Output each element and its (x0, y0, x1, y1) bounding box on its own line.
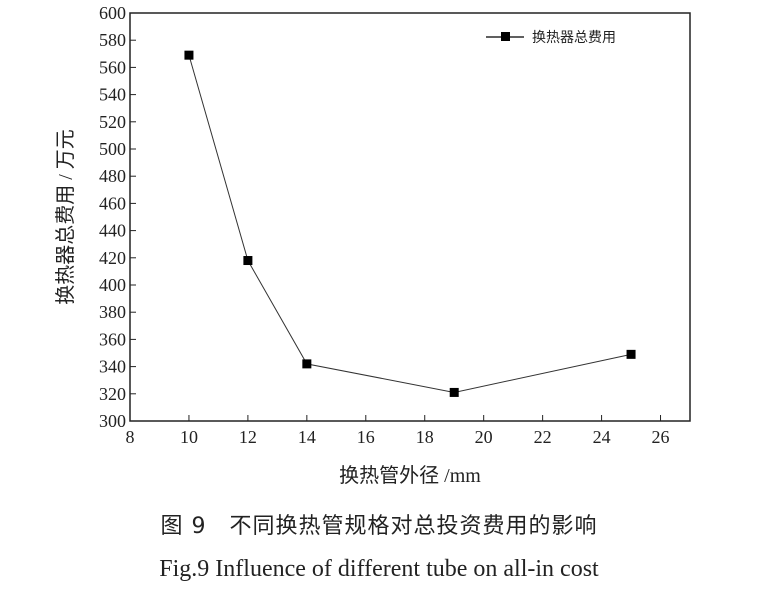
x-axis-label: 换热管外径 /mm (339, 464, 481, 487)
y-tick-label: 540 (99, 85, 126, 105)
y-tick-label: 400 (99, 275, 126, 295)
y-tick-label: 480 (99, 166, 126, 186)
x-tick-label: 18 (416, 427, 434, 447)
x-tick-label: 22 (534, 427, 552, 447)
y-tick-label: 360 (99, 329, 126, 349)
x-tick-label: 24 (593, 427, 611, 447)
x-tick-label: 10 (180, 427, 198, 447)
y-tick-label: 460 (99, 193, 126, 213)
data-point (184, 50, 194, 60)
data-point (243, 256, 253, 266)
legend-label: 换热器总费用 (532, 29, 616, 46)
caption-en: Fig.9 Influence of different tube on all… (159, 556, 599, 582)
y-tick-label: 560 (99, 57, 126, 77)
y-tick-label: 380 (99, 302, 126, 322)
legend: 换热器总费用 (486, 29, 616, 46)
y-tick-label: 580 (99, 30, 126, 50)
x-tick-label: 20 (475, 427, 493, 447)
x-tick-label: 26 (652, 427, 670, 447)
y-axis-label: 换热器总费用 / 万元 (54, 129, 77, 305)
y-tick-label: 300 (99, 411, 126, 431)
y-tick-label: 440 (99, 221, 126, 241)
data-point (449, 387, 459, 397)
x-tick-label: 8 (126, 427, 135, 447)
data-point (626, 349, 636, 359)
line-chart: 8 10 12 14 16 18 20 22 24 26 300 320 340 360 380 400 420… (54, 3, 691, 487)
plot-frame (129, 12, 691, 422)
y-tick-label: 600 (99, 3, 126, 23)
y-tick-label: 420 (99, 248, 126, 268)
legend-marker (501, 32, 510, 41)
x-tick-label: 12 (239, 427, 257, 447)
series-line (188, 55, 632, 393)
y-tick-label: 320 (99, 384, 126, 404)
data-point (302, 359, 312, 369)
y-tick-label: 500 (99, 139, 126, 159)
y-tick-label: 520 (99, 112, 126, 132)
x-tick-label: 14 (298, 427, 316, 447)
x-tick-label: 16 (357, 427, 375, 447)
caption-zh: 图 9 不同换热管规格对总投资费用的影响 (160, 514, 598, 539)
y-tick-label: 340 (99, 357, 126, 377)
